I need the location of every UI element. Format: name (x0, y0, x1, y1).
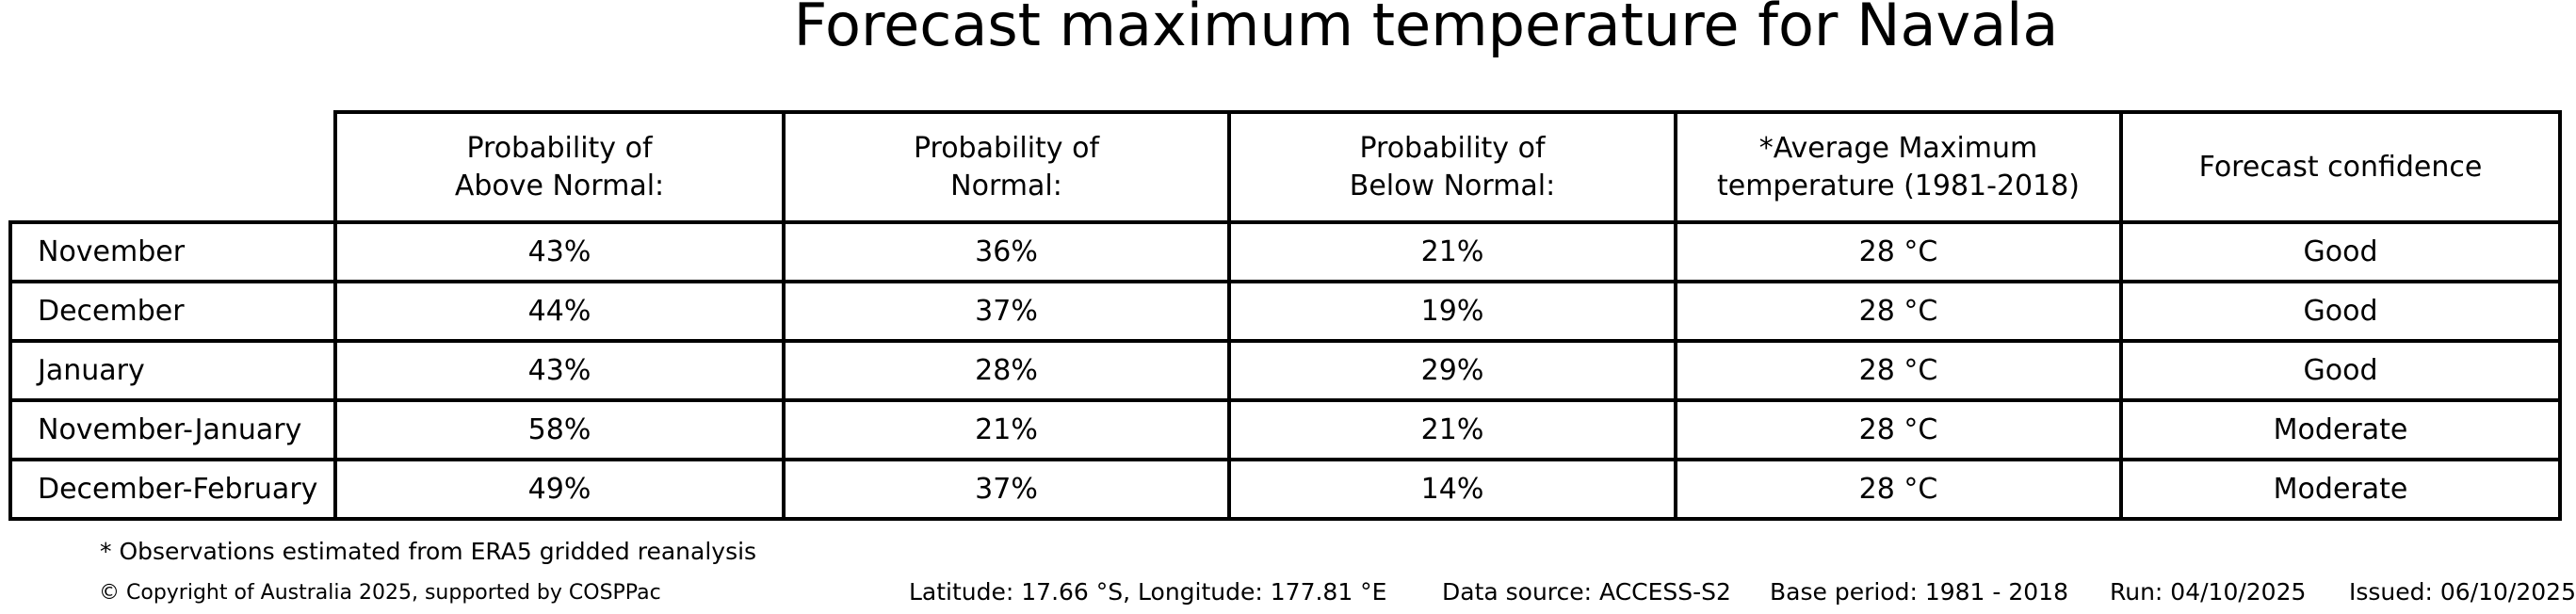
table-header-row: Probability of Above Normal: Probability… (10, 110, 2562, 224)
normal-cell: 37% (782, 280, 1231, 343)
issued-date-text: Issued: 06/10/2025 (2349, 578, 2576, 606)
below-normal-cell: 21% (1227, 220, 1677, 283)
period-cell: November (8, 220, 337, 283)
period-cell: December (8, 280, 337, 343)
below-normal-cell: 29% (1227, 339, 1677, 402)
table-row-december-february: December-February 49% 37% 14% 28 °C Mode… (8, 458, 2562, 521)
page-title: Forecast maximum temperature for Navala (793, 0, 2059, 59)
lat-long-text: Latitude: 17.66 °S, Longitude: 177.81 °E (909, 578, 1387, 606)
confidence-cell: Good (2119, 220, 2562, 283)
avg-max-temp-cell: 28 °C (1674, 398, 2123, 461)
avg-max-temp-cell: 28 °C (1674, 280, 2123, 343)
period-cell: December-February (8, 458, 337, 521)
col-header-normal: Probability of Normal: (782, 110, 1231, 224)
confidence-cell: Good (2119, 339, 2562, 402)
normal-cell: 37% (782, 458, 1231, 521)
normal-cell: 28% (782, 339, 1231, 402)
run-date-text: Run: 04/10/2025 (2110, 578, 2307, 606)
above-normal-cell: 58% (333, 398, 786, 461)
period-cell: November-January (8, 398, 337, 461)
col-header-below-normal: Probability of Below Normal: (1227, 110, 1677, 224)
table-row-december: December 44% 37% 19% 28 °C Good (8, 280, 2562, 343)
confidence-cell: Moderate (2119, 458, 2562, 521)
confidence-cell: Good (2119, 280, 2562, 343)
blank-corner-cell (10, 112, 335, 222)
above-normal-cell: 49% (333, 458, 786, 521)
avg-max-temp-cell: 28 °C (1674, 458, 2123, 521)
above-normal-cell: 43% (333, 220, 786, 283)
table-row-november-january: November-January 58% 21% 21% 28 °C Moder… (8, 398, 2562, 461)
below-normal-cell: 21% (1227, 398, 1677, 461)
copyright-text: © Copyright of Australia 2025, supported… (99, 581, 661, 605)
above-normal-cell: 44% (333, 280, 786, 343)
table-row-january: January 43% 28% 29% 28 °C Good (8, 339, 2562, 402)
normal-cell: 36% (782, 220, 1231, 283)
period-cell: January (8, 339, 337, 402)
data-source-text: Data source: ACCESS-S2 (1442, 578, 1731, 606)
below-normal-cell: 14% (1227, 458, 1677, 521)
avg-max-temp-cell: 28 °C (1674, 339, 2123, 402)
avg-max-temp-cell: 28 °C (1674, 220, 2123, 283)
table-row-november: November 43% 36% 21% 28 °C Good (8, 220, 2562, 283)
confidence-cell: Moderate (2119, 398, 2562, 461)
base-period-text: Base period: 1981 - 2018 (1770, 578, 2068, 606)
forecast-table: Probability of Above Normal: Probability… (8, 110, 2562, 521)
col-header-above-normal: Probability of Above Normal: (333, 110, 786, 224)
normal-cell: 21% (782, 398, 1231, 461)
col-header-avg-max-temperature: *Average Maximum temperature (1981-2018) (1674, 110, 2123, 224)
above-normal-cell: 43% (333, 339, 786, 402)
footnote: * Observations estimated from ERA5 gridd… (100, 538, 757, 565)
below-normal-cell: 19% (1227, 280, 1677, 343)
col-header-forecast-confidence: Forecast confidence (2119, 110, 2562, 224)
